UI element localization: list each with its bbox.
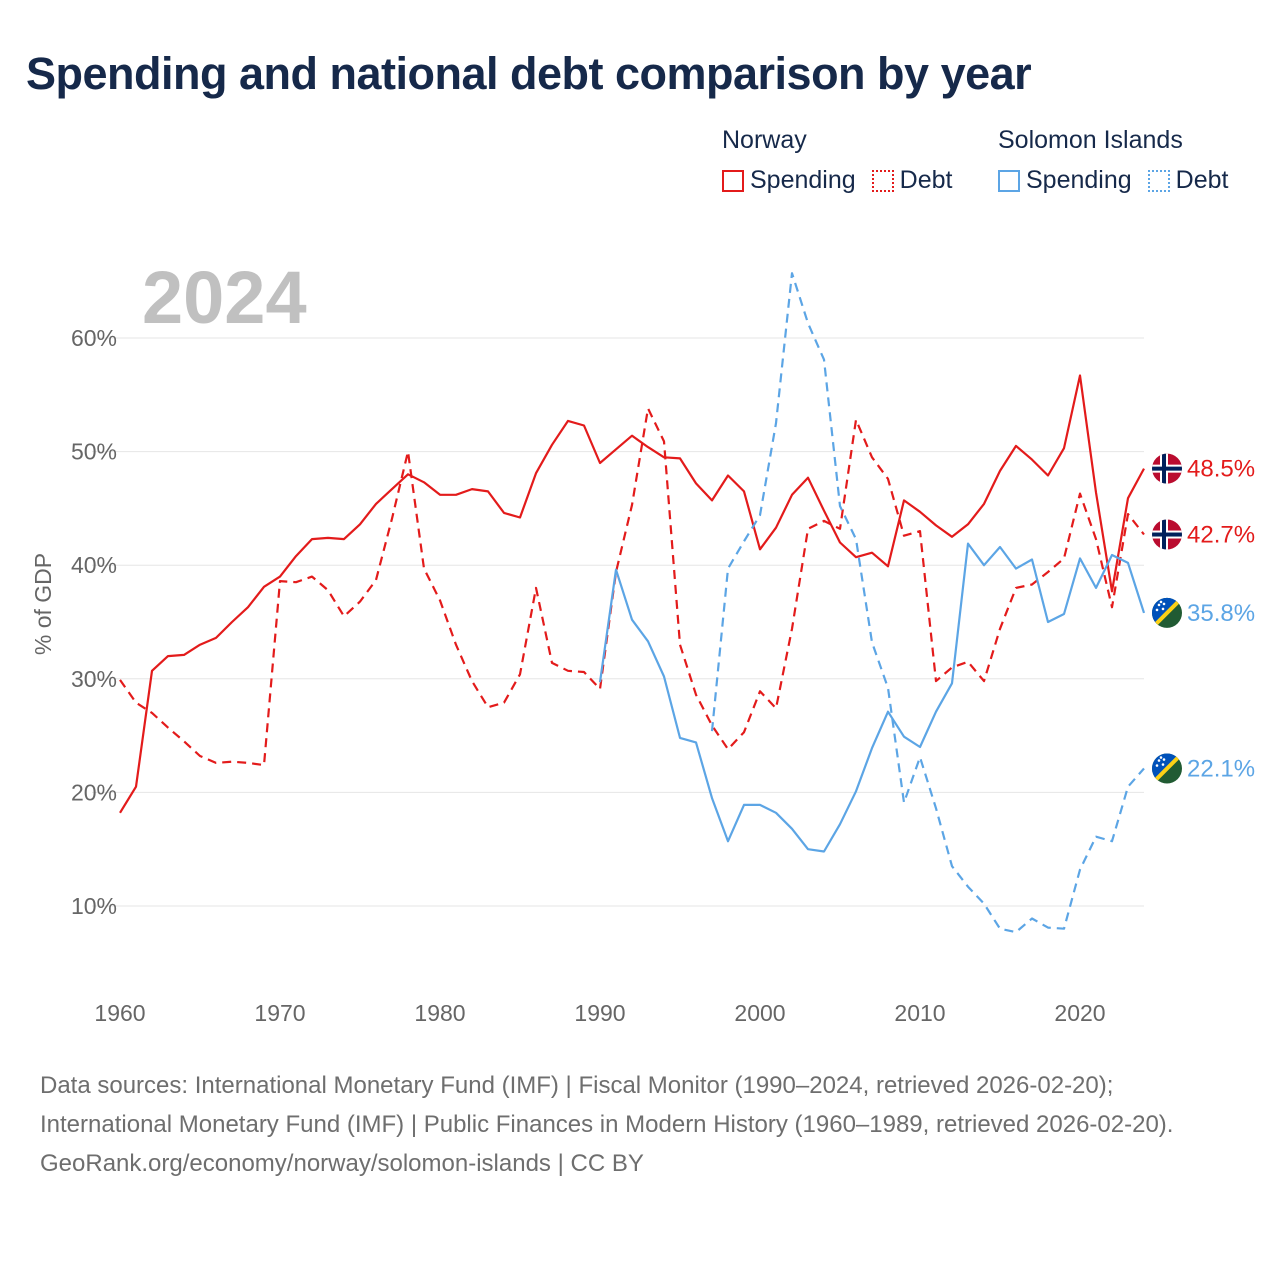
legend-country-solomon-islands: Solomon Islands: [998, 126, 1183, 154]
legend-solomon-islands-debt-label: Debt: [1175, 166, 1229, 194]
legend-group-norway: Norway Spending Debt: [722, 124, 952, 195]
x-tick-label: 1970: [254, 1000, 305, 1026]
line-chart: 2024 10% 20% 30% 40% 50% 60% 1960 1970 1980 1990 20…: [30, 256, 1255, 1026]
solomon-islands-debt-line: [710, 272, 1145, 934]
legend-norway-debt[interactable]: Debt: [871, 166, 953, 195]
norway-spending-line: [119, 374, 1145, 814]
x-tick-label: 1960: [94, 1000, 145, 1026]
y-tick-label: 40%: [71, 552, 117, 578]
norway-flag-icon: [1152, 519, 1182, 550]
solomon-islands-flag-icon: [1152, 753, 1182, 784]
legend-solomon-islands-spending[interactable]: Spending: [998, 166, 1132, 195]
chart-title: Spending and national debt comparison by…: [26, 48, 1032, 99]
solomon-islands-spending-line: [598, 542, 1146, 853]
solomon-islands-flag-icon: [1152, 597, 1182, 628]
legend-solomon-islands-spending-label: Spending: [1026, 166, 1132, 194]
norway-debt-end-label: 42.7%: [1187, 522, 1255, 549]
footer: Data sources: International Monetary Fun…: [40, 1066, 1240, 1183]
legend-country-norway: Norway: [722, 126, 807, 154]
dotted-line-swatch-icon: [871, 169, 894, 192]
y-tick-label: 60%: [71, 325, 117, 351]
solomon-islands-spending-end-label: 35.8%: [1187, 600, 1255, 627]
dotted-line-swatch-icon: [1147, 169, 1170, 192]
norway-spending-end-label: 48.5%: [1187, 456, 1255, 483]
y-tick-label: 20%: [71, 779, 117, 805]
y-tick-label: 30%: [71, 666, 117, 692]
legend-solomon-islands-debt[interactable]: Debt: [1147, 166, 1229, 195]
norway-debt-line: [119, 407, 1145, 767]
x-tick-label: 2000: [734, 1000, 785, 1026]
x-tick-label: 2020: [1054, 1000, 1105, 1026]
x-tick-label: 1980: [414, 1000, 465, 1026]
x-tick-label: 2010: [894, 1000, 945, 1026]
solomon-islands-debt-end-label: 22.1%: [1187, 756, 1255, 783]
year-watermark: 2024: [142, 256, 307, 339]
y-tick-label: 50%: [71, 439, 117, 465]
solid-line-swatch-icon: [722, 169, 744, 192]
legend-norway-debt-label: Debt: [899, 166, 953, 194]
data-sources-text: Data sources: International Monetary Fun…: [40, 1072, 1174, 1138]
norway-flag-icon: [1152, 453, 1182, 484]
legend-norway-spending-label: Spending: [750, 166, 856, 194]
y-tick-label: 10%: [71, 893, 117, 919]
legend-norway-spending[interactable]: Spending: [722, 166, 856, 195]
credit-text: GeoRank.org/economy/norway/solomon-islan…: [40, 1150, 644, 1177]
legend-group-solomon-islands: Solomon Islands Spending Debt: [998, 124, 1228, 195]
solid-line-swatch-icon: [998, 169, 1020, 192]
x-tick-label: 1990: [574, 1000, 625, 1026]
y-axis-label: % of GDP: [30, 553, 56, 655]
